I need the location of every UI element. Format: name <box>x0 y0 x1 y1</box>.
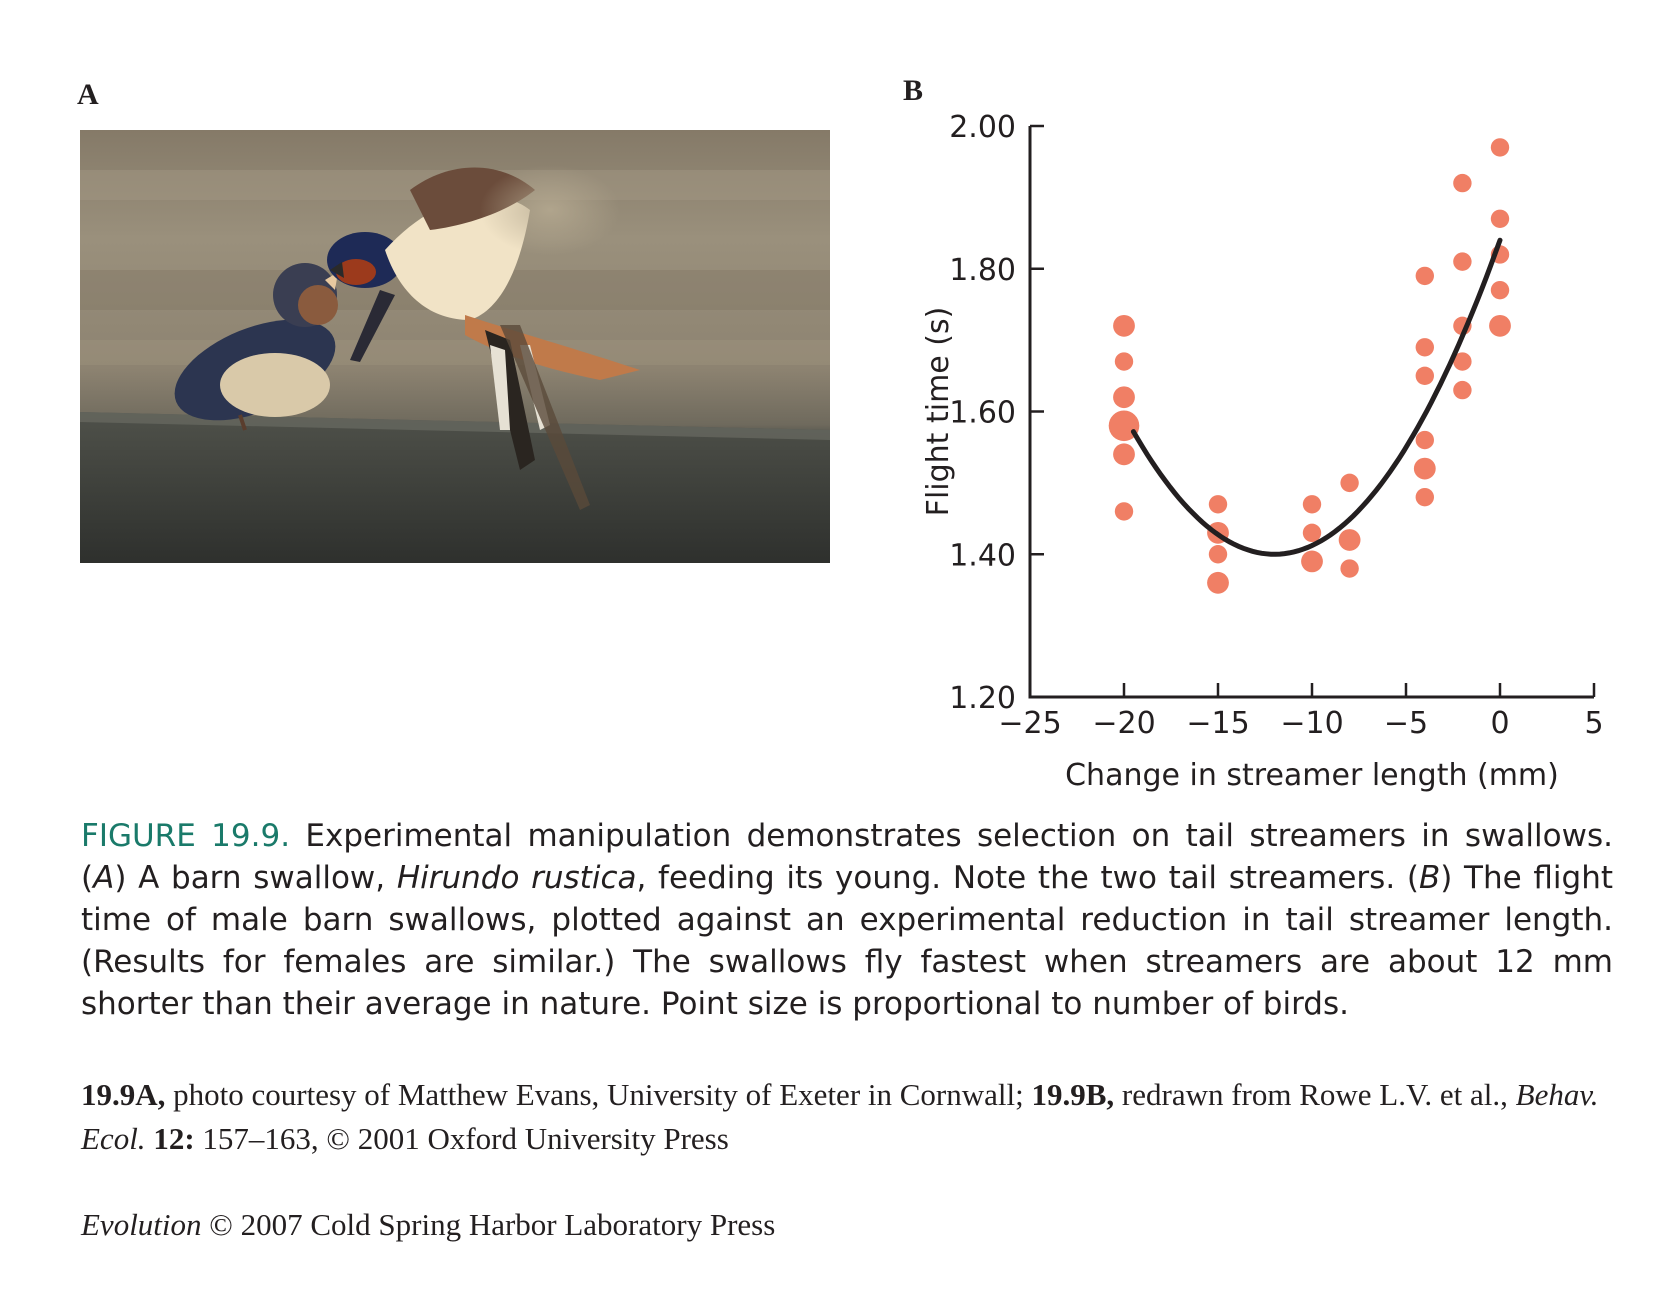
image-credit: 19.9A, photo courtesy of Matthew Evans, … <box>81 1073 1613 1161</box>
y-tick-label: 1.40 <box>949 538 1016 573</box>
x-tick-label: −15 <box>1186 706 1249 741</box>
credit-label-a: 19.9A, <box>81 1077 166 1112</box>
y-axis-label: Flight time (s) <box>921 307 956 517</box>
data-point <box>1490 209 1510 228</box>
data-point <box>1489 314 1511 337</box>
y-axis-ticks: 1.20 1.40 1.60 1.80 2.00 <box>949 110 1044 716</box>
data-point <box>1207 571 1229 594</box>
caption-ref-b: B <box>1418 860 1441 896</box>
credit-text: 157–163, © 2001 Oxford University Press <box>194 1121 729 1156</box>
data-point <box>1413 457 1436 480</box>
caption-text: ) The flight time of male barn swallows,… <box>81 860 1614 1022</box>
data-point <box>1302 495 1322 514</box>
copyright-text: © 2007 Cold Spring Harbor Laboratory Pre… <box>201 1207 776 1242</box>
credit-text: redrawn from Rowe L.V. et al., <box>1114 1077 1516 1112</box>
swallow-photo-illustration <box>80 165 830 563</box>
data-point <box>1208 495 1228 514</box>
swallow-photo <box>80 130 830 563</box>
figure-caption: FIGURE 19.9. Experimental manipulation d… <box>81 815 1613 1025</box>
credit-journal: Behav. Ecol. <box>81 1077 1599 1156</box>
y-tick-label: 2.00 <box>949 110 1016 145</box>
data-point <box>1415 430 1434 450</box>
data-point <box>1415 366 1434 386</box>
data-point <box>1113 314 1135 337</box>
data-point <box>1302 523 1322 543</box>
x-tick-label: 0 <box>1490 706 1509 741</box>
data-point <box>1453 380 1472 400</box>
data-point <box>1453 252 1472 271</box>
x-tick-label: −5 <box>1384 706 1428 741</box>
caption-text: , feeding its young. Note the two tail s… <box>636 860 1419 896</box>
caption-species: Hirundo rustica <box>396 860 637 896</box>
panel-a-label: A <box>77 78 99 111</box>
x-tick-label: −10 <box>1280 706 1343 741</box>
data-point <box>1113 386 1135 409</box>
fit-curve <box>1130 237 1503 557</box>
data-point <box>1490 138 1510 157</box>
y-tick-label: 1.80 <box>949 253 1016 288</box>
data-point <box>1114 352 1134 371</box>
y-tick-label: 1.20 <box>949 681 1016 716</box>
x-axis-ticks: −25 −20 −15 −10 −5 0 5 <box>998 683 1604 741</box>
panel-b-label: B <box>903 74 924 107</box>
data-point <box>1415 487 1434 507</box>
data-point <box>1338 529 1361 551</box>
plot-area <box>1108 138 1511 594</box>
credit-label-b: 19.9B, <box>1031 1077 1115 1112</box>
data-point <box>1113 443 1135 466</box>
data-point <box>1490 280 1510 300</box>
data-point <box>1208 545 1228 564</box>
x-tick-label: 5 <box>1584 706 1603 741</box>
flight-time-chart: 1.20 1.40 1.60 1.80 2.00 −25 −20 −15 −10 −5 0 5 Fl… <box>921 110 1604 793</box>
data-point <box>1415 338 1434 357</box>
caption-text: Experimental manipulation demonstrates s… <box>81 818 1613 896</box>
data-point <box>1453 352 1472 371</box>
y-tick-label: 1.60 <box>949 396 1016 431</box>
data-point <box>1301 550 1323 573</box>
book-copyright: Evolution © 2007 Cold Spring Harbor Labo… <box>81 1207 775 1243</box>
data-point <box>1340 473 1359 493</box>
x-tick-label: −25 <box>998 706 1061 741</box>
x-axis-label: Change in streamer length (mm) <box>1065 758 1559 793</box>
data-point <box>1340 559 1359 578</box>
book-title: Evolution <box>81 1207 202 1242</box>
figure-label: FIGURE 19.9. <box>81 818 291 854</box>
data-point <box>1114 502 1134 521</box>
credit-text: photo courtesy of Matthew Evans, Univers… <box>165 1077 1032 1112</box>
credit-volume: 12: <box>153 1121 195 1156</box>
caption-ref-a: A <box>93 860 115 896</box>
caption-text: ) A barn swallow, <box>114 860 397 896</box>
x-tick-label: −20 <box>1092 706 1155 741</box>
data-point <box>1453 173 1472 193</box>
data-point <box>1415 266 1434 286</box>
